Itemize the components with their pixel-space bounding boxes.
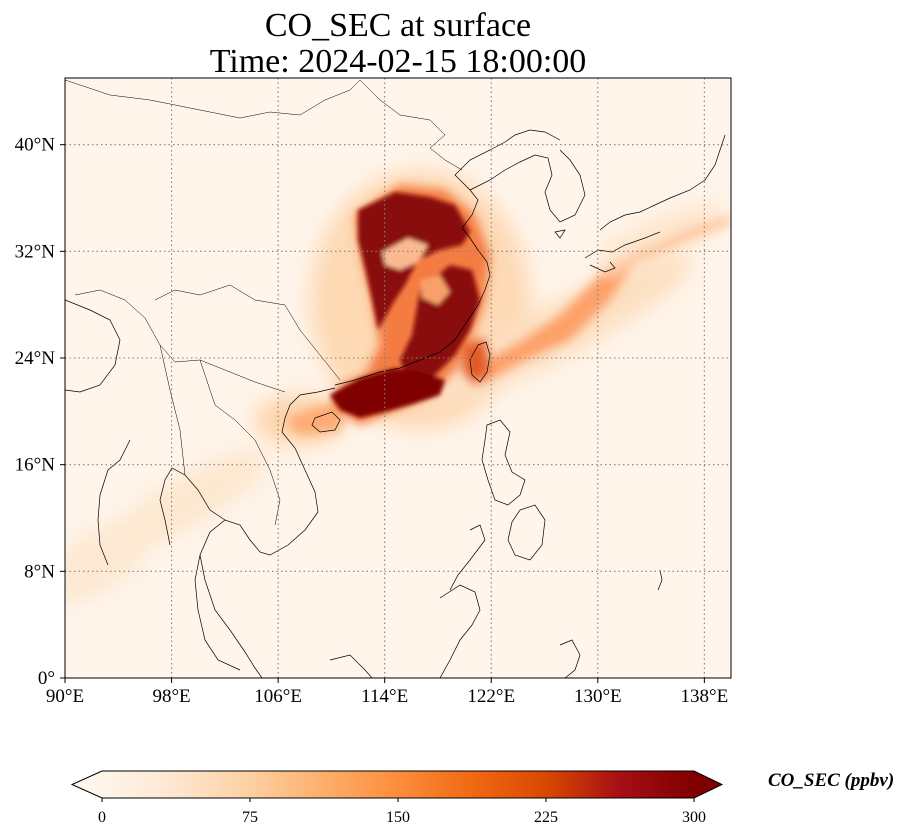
lon-tick-label: 106°E [254, 686, 302, 707]
lon-tick-label: 122°E [467, 686, 515, 707]
lat-tick-label: 40°N [15, 135, 56, 156]
colorbar-gradient [102, 771, 694, 798]
lon-tick-label: 138°E [681, 686, 729, 707]
co-concentration-field [65, 170, 730, 603]
lon-tick-label: 130°E [574, 686, 622, 707]
coastlines [65, 79, 726, 678]
colorbar-label: CO_SEC (ppbv) [768, 770, 895, 791]
map-frame [64, 77, 732, 679]
lat-tick-label: 24°N [15, 348, 56, 369]
map-title: CO_SEC at surface [264, 7, 532, 44]
lon-tick-label: 90°E [46, 686, 84, 707]
lat-tick-label: 8°N [24, 561, 55, 582]
lon-tick-label: 98°E [152, 686, 190, 707]
colorbar-tick-label: 150 [386, 809, 410, 826]
colorbar-tick-label: 0 [98, 809, 106, 826]
map-gridlines [65, 78, 731, 678]
colorbar-extend-low [72, 771, 102, 798]
colorbar-outline [70, 770, 724, 799]
lon-tick-label: 114°E [361, 686, 408, 707]
colorbar-extend-high [694, 771, 722, 798]
map-time-subtitle: Time: 2024-02-15 18:00:00 [209, 43, 587, 80]
lat-tick-label: 0° [38, 668, 55, 689]
colorbar-tick-label: 75 [242, 809, 258, 826]
map-axes: 90°E 98°E 106°E 114°E 122°E 130°E 138°E 0° 8°N 16… [15, 135, 729, 707]
colorbar-tick-label: 300 [682, 809, 706, 826]
lat-tick-label: 16°N [15, 455, 56, 476]
lat-tick-label: 32°N [15, 241, 56, 262]
colorbar: 0 75 150 225 300 [70, 770, 724, 826]
colorbar-tick-label: 225 [534, 809, 558, 826]
